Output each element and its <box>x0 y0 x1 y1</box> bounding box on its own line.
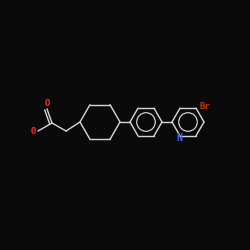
Text: Br: Br <box>200 102 210 111</box>
Text: N: N <box>176 133 182 143</box>
Text: O: O <box>44 100 50 108</box>
Text: O: O <box>30 126 36 136</box>
